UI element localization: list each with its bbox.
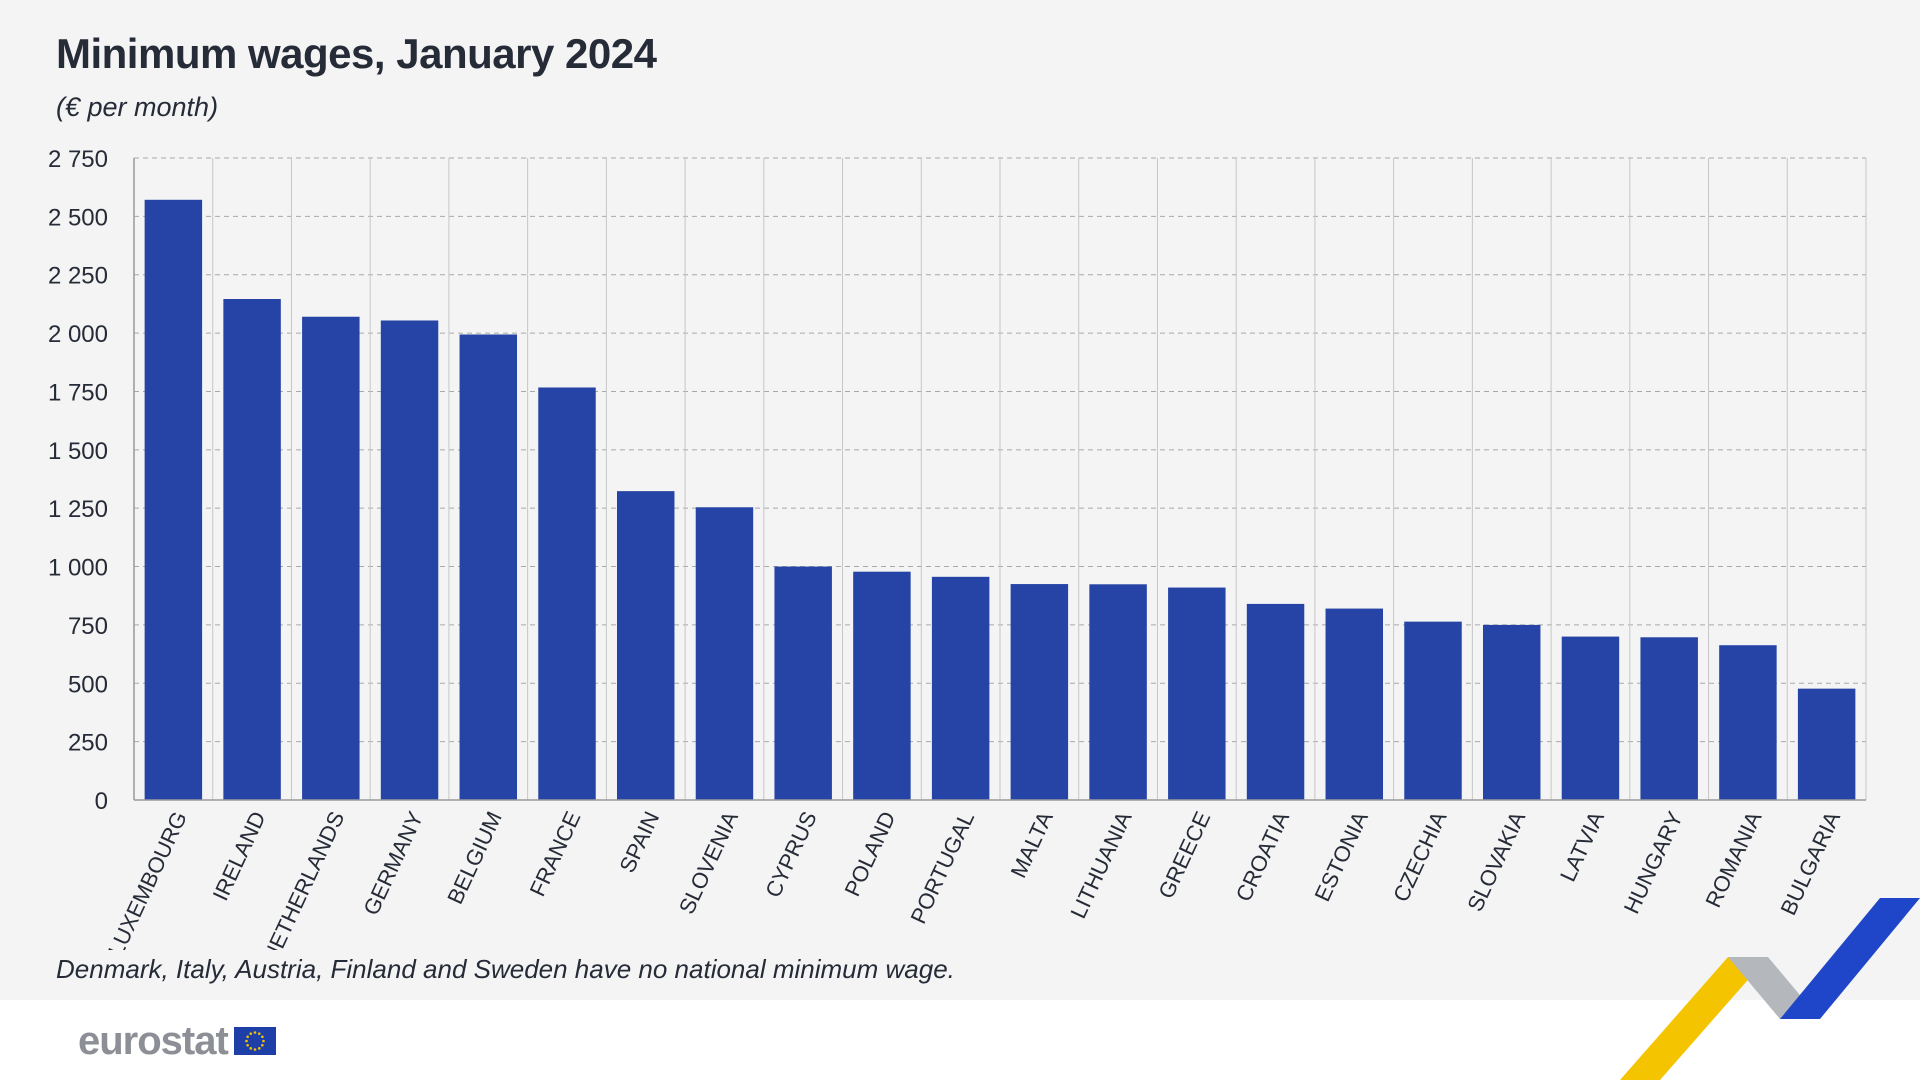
flag-star — [249, 1032, 252, 1035]
flag-star — [257, 1047, 261, 1050]
chart-title: Minimum wages, January 2024 — [56, 30, 657, 77]
bar-czechia — [1404, 621, 1462, 800]
y-tick-label: 1 250 — [48, 496, 108, 523]
x-tick-label: NETHERLANDS — [257, 808, 349, 950]
x-tick-label: SPAIN — [614, 808, 664, 877]
y-tick-label: 750 — [68, 613, 108, 640]
y-tick-label: 500 — [68, 671, 108, 698]
x-tick-label: CZECHIA — [1388, 807, 1452, 905]
x-tick-label: CROATIA — [1231, 807, 1294, 905]
y-tick-label: 1 500 — [48, 438, 108, 465]
x-tick-label: PORTUGAL — [906, 808, 980, 928]
y-tick-label: 2 500 — [48, 204, 108, 231]
bar-estonia — [1325, 608, 1384, 800]
bar-lithuania — [1089, 584, 1147, 800]
bar-cyprus — [774, 566, 832, 800]
flag-star — [249, 1047, 252, 1050]
bar-netherlands — [302, 316, 360, 800]
y-tick-label: 250 — [68, 730, 108, 757]
bar-spain — [616, 491, 675, 800]
flag-star — [260, 1043, 264, 1047]
flag-star — [246, 1035, 249, 1039]
bar-slovakia — [1482, 624, 1541, 800]
bar-latvia — [1561, 636, 1620, 800]
bar-france — [538, 387, 596, 800]
flag-star — [253, 1031, 257, 1034]
bar-luxembourg — [144, 199, 203, 801]
bar-ireland — [223, 299, 281, 800]
bar-portugal — [931, 576, 990, 800]
x-tick-label: SLOVAKIA — [1462, 807, 1530, 915]
bar-germany — [380, 320, 439, 800]
y-tick-label: 2 000 — [48, 321, 108, 348]
bar-croatia — [1246, 603, 1305, 800]
bar-romania — [1719, 645, 1777, 800]
flag-star — [260, 1035, 264, 1039]
bar-bulgaria — [1797, 688, 1856, 800]
x-tick-label: POLAND — [840, 808, 901, 901]
x-tick-label: LATVIA — [1555, 807, 1609, 885]
y-tick-label: 2 250 — [48, 263, 108, 290]
flag-star — [246, 1043, 249, 1047]
x-tick-label: CYPRUS — [760, 808, 821, 902]
x-tick-label: GREECE — [1153, 808, 1215, 903]
bar-malta — [1010, 584, 1069, 800]
eu-flag-icon — [233, 1027, 276, 1055]
x-tick-label: GERMANY — [358, 807, 428, 919]
flag-star — [245, 1039, 248, 1043]
ribbon-blue — [1780, 898, 1920, 1019]
chart-subtitle: (€ per month) — [56, 92, 219, 122]
y-tick-label: 2 750 — [48, 146, 108, 173]
flag-star — [262, 1039, 265, 1043]
x-tick-label: BELGIUM — [442, 808, 507, 908]
bar-slovenia — [695, 507, 754, 800]
y-tick-label: 1 000 — [48, 555, 108, 582]
bar-poland — [853, 571, 911, 800]
x-tick-label: MALTA — [1006, 807, 1058, 881]
x-tick-label: FRANCE — [525, 808, 586, 901]
chart-footnote: Denmark, Italy, Austria, Finland and Swe… — [56, 954, 955, 984]
corner-ribbon-decoration — [1620, 898, 1920, 1080]
bars — [144, 199, 1856, 801]
bar-belgium — [459, 334, 518, 800]
bar-chart: 0 250 500 750 1 000 1 250 1 500 1 750 2 000 2 250… — [48, 146, 1867, 950]
flag-star — [253, 1048, 257, 1051]
bar-hungary — [1640, 637, 1698, 800]
flag-star — [257, 1032, 261, 1035]
eurostat-logo: eurostat — [78, 1016, 276, 1066]
y-tick-label: 0 — [95, 788, 108, 815]
y-axis-ticks: 0 250 500 750 1 000 1 250 1 500 1 750 2 000 2 250… — [48, 146, 108, 815]
x-tick-label: LITHUANIA — [1065, 807, 1136, 922]
x-tick-label: LUXEMBOURG — [103, 808, 192, 950]
ribbon-yellow — [1620, 957, 1768, 1080]
x-tick-label: ESTONIA — [1309, 807, 1372, 905]
logo-text: eurostat — [78, 1018, 229, 1063]
y-tick-label: 1 750 — [48, 379, 108, 406]
x-tick-label: IRELAND — [208, 808, 271, 905]
x-tick-label: SLOVENIA — [674, 807, 743, 918]
bar-greece — [1168, 587, 1226, 800]
